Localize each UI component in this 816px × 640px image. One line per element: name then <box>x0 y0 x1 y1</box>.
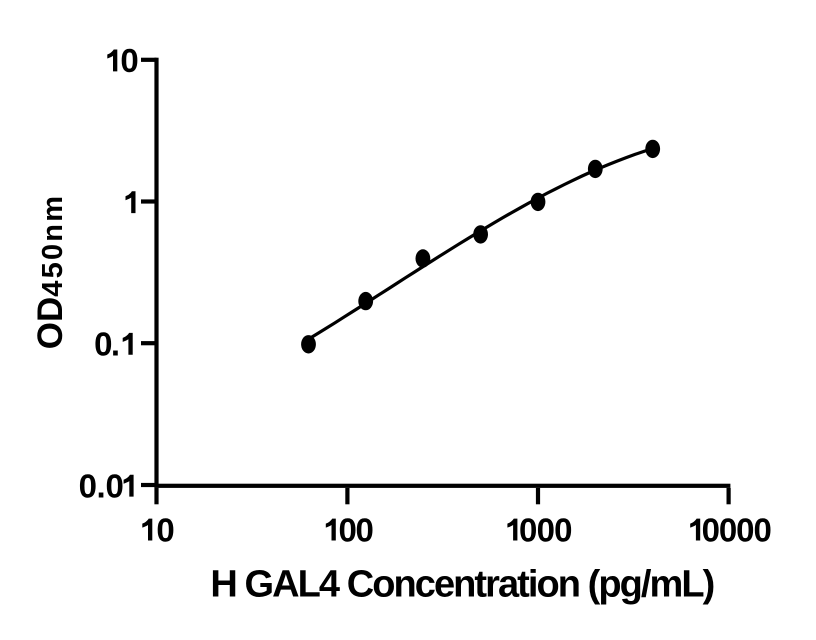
svg-text:0: 0 <box>156 511 174 548</box>
svg-text:0: 0 <box>519 511 537 548</box>
svg-text:0: 0 <box>120 42 138 79</box>
svg-text:0: 0 <box>94 326 112 363</box>
svg-text:0: 0 <box>355 511 373 548</box>
svg-text:0: 0 <box>105 467 123 504</box>
svg-text:.: . <box>111 326 120 363</box>
svg-text:0: 0 <box>753 511 771 548</box>
svg-text:0: 0 <box>338 511 356 548</box>
svg-text:0: 0 <box>554 511 572 548</box>
svg-text:0: 0 <box>79 467 97 504</box>
svg-text:0: 0 <box>736 511 754 548</box>
svg-text:OD450nm: OD450nm <box>31 194 70 349</box>
svg-text:H GAL4 Concentration (pg/mL): H GAL4 Concentration (pg/mL) <box>210 563 713 605</box>
svg-text:0: 0 <box>537 511 555 548</box>
svg-text:.: . <box>97 467 106 504</box>
svg-text:0: 0 <box>719 511 737 548</box>
svg-text:0: 0 <box>702 511 720 548</box>
